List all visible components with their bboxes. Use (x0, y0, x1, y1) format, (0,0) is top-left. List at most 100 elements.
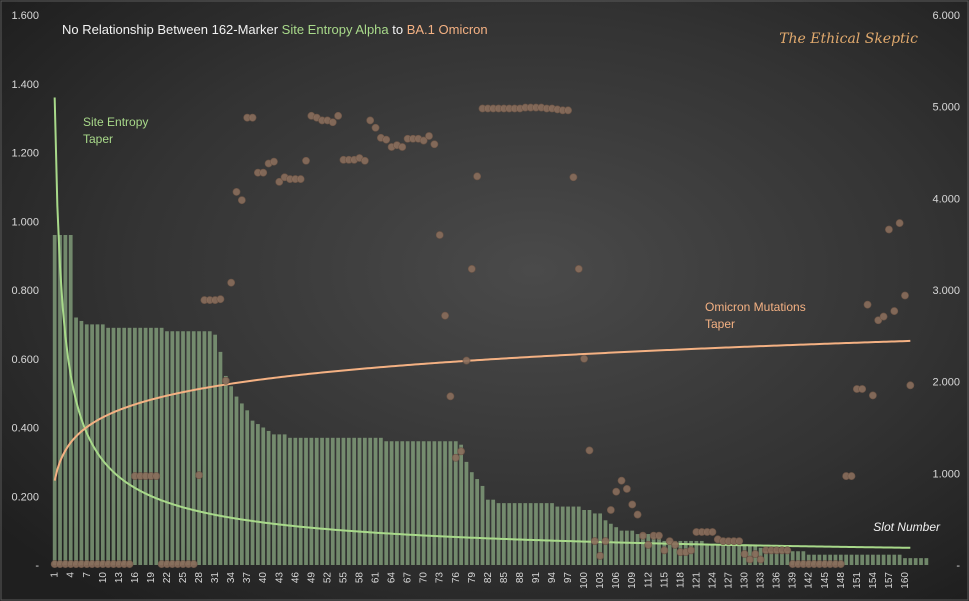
bar (641, 534, 645, 565)
bar (154, 327, 159, 565)
omicron-point (580, 354, 589, 363)
omicron-point (708, 528, 717, 536)
bar (576, 506, 581, 565)
x-axis-tick-label: 34 (226, 572, 237, 584)
bar (106, 327, 111, 565)
bar (646, 534, 651, 565)
x-axis-tick-label: 142 (804, 572, 815, 589)
x-axis-tick-label: 64 (387, 572, 398, 584)
omicron-point (687, 546, 695, 555)
left-axis-tick-label: 0.400 (11, 423, 39, 435)
bar (507, 503, 512, 566)
bar (384, 441, 389, 565)
omicron-point (601, 537, 610, 546)
bar (475, 479, 480, 565)
bar (223, 375, 228, 565)
bar (373, 437, 378, 565)
bar (635, 534, 640, 565)
bar (74, 317, 78, 565)
bar (309, 437, 314, 565)
site-entropy-taper-line (53, 97, 911, 549)
bar (159, 327, 164, 565)
bar (111, 327, 116, 565)
bar (52, 235, 57, 565)
right-axis-tick-label: 6.000 (932, 10, 960, 22)
bar (715, 544, 720, 566)
bar (181, 331, 185, 565)
bar (298, 437, 303, 565)
omicron-point (660, 546, 669, 555)
bar (865, 554, 870, 565)
bar (411, 441, 415, 565)
x-axis-tick-label: 151 (852, 572, 863, 589)
bar (523, 503, 528, 566)
omicron-point (596, 551, 605, 560)
bar (389, 441, 394, 565)
omicron-point (275, 177, 284, 186)
bar (325, 437, 330, 565)
right-axis-tick-label: 3.000 (932, 285, 960, 297)
bar (903, 558, 907, 566)
x-axis-label: Slot Number (873, 520, 941, 534)
bar (266, 430, 271, 565)
bar (330, 437, 335, 565)
bar (630, 530, 635, 566)
omicron-point (628, 500, 637, 509)
bar (421, 441, 426, 565)
omicron-point (435, 231, 444, 239)
bar (84, 324, 89, 566)
title-series-b: BA.1 Omicron (407, 22, 488, 37)
bar (341, 437, 346, 565)
bar (79, 320, 84, 565)
bar (234, 396, 239, 565)
omicron-point (248, 113, 257, 122)
bar (651, 537, 656, 565)
bar (207, 331, 212, 565)
omicron-point (783, 546, 792, 555)
bar (250, 420, 255, 566)
bar (491, 499, 496, 565)
site-entropy-taper-label: Site Entropy Taper (83, 115, 148, 146)
omicron-point (644, 540, 653, 549)
left-axis-tick-label: - (35, 560, 39, 572)
bar (598, 513, 603, 565)
bar (737, 544, 742, 566)
right-axis-ticks: - 1.000 2.000 3.000 4.000 5.000 6.000 (932, 10, 960, 572)
omicron-point (564, 106, 572, 115)
bar (437, 441, 442, 565)
bar (849, 554, 854, 565)
omicron-point (740, 550, 749, 558)
bar (550, 503, 554, 566)
bar (496, 503, 501, 566)
bar (261, 427, 266, 565)
x-axis-tick-label: 127 (724, 572, 735, 589)
left-axis-tick-label: 1.400 (11, 79, 39, 91)
bar (202, 331, 207, 565)
bar (625, 530, 629, 566)
taper-label-line: Taper (705, 317, 735, 331)
omicron-point (221, 376, 230, 385)
bar (694, 540, 699, 565)
bar (566, 506, 570, 565)
omicron-point (890, 307, 899, 315)
omicron-point (425, 132, 433, 140)
left-axis-ticks: - 0.200 0.400 0.600 0.800 1.000 1.200 1.400 1.60… (11, 10, 39, 572)
bar (769, 551, 774, 565)
omicron-point (879, 312, 888, 321)
omicron-point (735, 537, 744, 546)
left-axis-tick-label: 0.200 (11, 491, 39, 503)
bar (304, 437, 308, 565)
curves-layer (53, 97, 911, 549)
bar (218, 351, 223, 566)
bar (197, 331, 201, 565)
x-axis-tick-label: 82 (483, 572, 494, 584)
omicron-point (195, 471, 203, 480)
omicron-point (569, 173, 578, 182)
bar (485, 499, 490, 565)
chart-title: No Relationship Between 162-Marker Site … (62, 22, 488, 37)
omicron-point (751, 550, 760, 558)
x-axis-tick-label: 148 (836, 572, 847, 589)
x-axis-tick-label: 25 (178, 572, 189, 584)
bar (282, 434, 287, 566)
